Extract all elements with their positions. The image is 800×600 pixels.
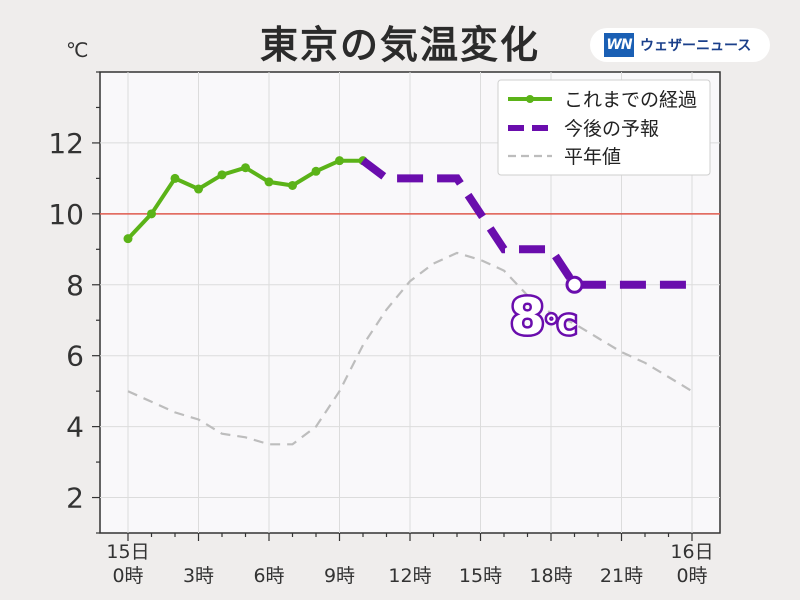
legend-label-normal: 平年値	[564, 146, 621, 168]
observed-point	[311, 166, 321, 176]
x-tick-label-hour: 6時	[253, 565, 284, 587]
x-tick-label-hour: 0時	[112, 565, 143, 587]
x-tick-label-hour: 15時	[459, 565, 502, 587]
y-tick-label: 6	[66, 340, 84, 373]
observed-point	[241, 163, 250, 173]
series-line-normal	[127, 251, 693, 446]
brand-name: ウェザーニュース	[640, 38, 752, 54]
y-tick-label: 12	[48, 127, 84, 160]
page-title: 東京の気温変化	[259, 23, 540, 67]
brand-badge[interactable]: WN ウェザーニュース	[590, 28, 770, 62]
y-tick-label: 8	[66, 269, 84, 302]
minor-ticks	[92, 71, 693, 541]
y-tick-label: 10	[48, 198, 84, 231]
observed-point	[335, 156, 344, 166]
x-tick-label-hour: 0時	[676, 565, 707, 587]
observed-point	[170, 173, 180, 183]
x-tick-label-hour: 12時	[388, 565, 431, 587]
y-axis-unit: ℃	[66, 38, 89, 62]
forecast-marker	[565, 275, 584, 294]
observed-point	[194, 184, 203, 194]
legend-box	[497, 79, 711, 176]
series-layer	[123, 156, 693, 446]
observed-point	[147, 209, 156, 219]
observed-point	[288, 180, 297, 190]
callout-value: 8	[510, 288, 545, 346]
forecast-callout: 8℃	[510, 288, 576, 346]
y-tick-labels: 2 4 6 8 10 12	[48, 127, 84, 515]
x-tick-label-hour: 21時	[600, 565, 643, 587]
y-tick-label: 4	[66, 411, 84, 444]
x-tick-label-day: 16日	[670, 541, 713, 563]
x-tick-label-hour: 3時	[183, 565, 214, 587]
series-line-forecast	[360, 157, 692, 289]
observed-point	[217, 170, 227, 180]
observed-point	[264, 177, 274, 187]
callout-unit: ℃	[545, 311, 576, 341]
legend-marker	[526, 95, 534, 103]
x-tick-label-hour: 9時	[324, 565, 355, 587]
x-tick-label-day: 15日	[106, 541, 149, 563]
brand-logo-icon: WN	[604, 33, 634, 57]
x-tick-label-hour: 18時	[529, 565, 572, 587]
legend-label-observed: これまでの経過	[564, 89, 697, 111]
observed-point	[123, 234, 133, 244]
y-tick-label: 2	[66, 482, 84, 515]
legend-label-forecast: 今後の予報	[564, 118, 659, 140]
